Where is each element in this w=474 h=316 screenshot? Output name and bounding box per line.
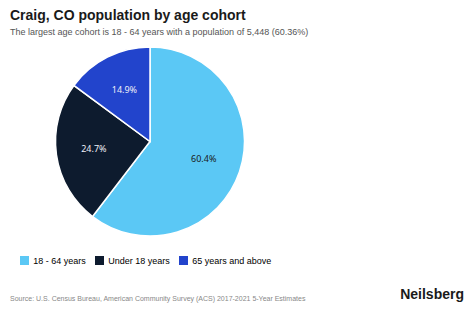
html-text:Source: U.S. Census Bureau, Am: Source: U.S. Census Bureau, American Com… <box>10 294 306 302</box>
html-text:65 years and above: 65 years and above <box>192 255 272 266</box>
svg-text:60.4%: 60.4% <box>191 152 217 165</box>
html-text:18 - 64 years: 18 - 64 years <box>33 255 86 266</box>
svg-text:24.7%: 24.7% <box>81 142 107 155</box>
svg-text:14.9%: 14.9% <box>112 83 138 96</box>
html-text:Under 18 years: Under 18 years <box>108 255 170 266</box>
html-text:Neilsberg: Neilsberg <box>400 285 464 302</box>
html-text:Craig, CO population by age co: Craig, CO population by age cohort <box>10 7 246 23</box>
html-text:The largest age cohort is 18 -: The largest age cohort is 18 - 64 years … <box>10 27 309 37</box>
